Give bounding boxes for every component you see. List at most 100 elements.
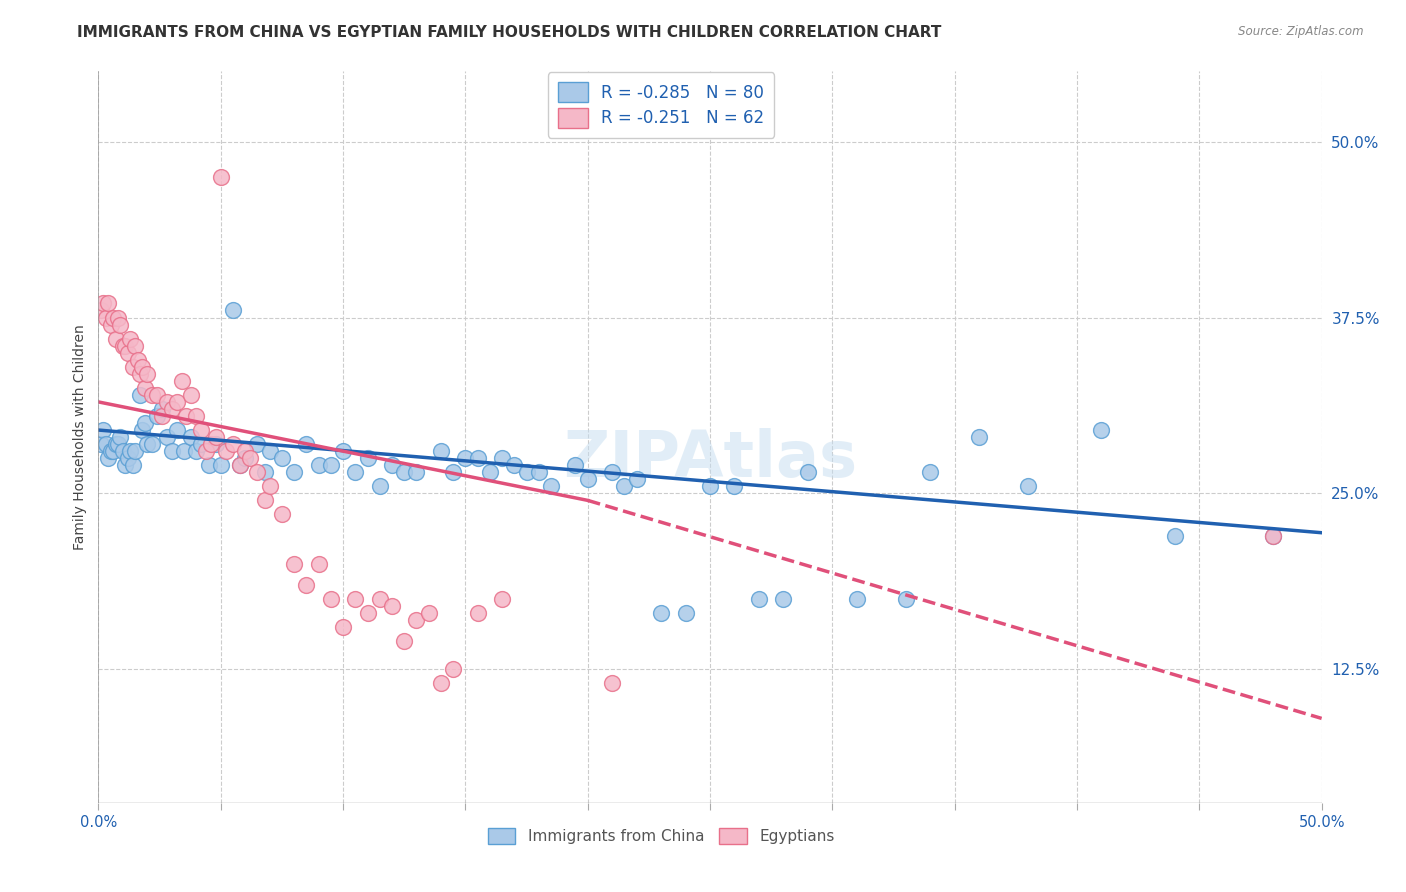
Point bbox=[253, 465, 276, 479]
Point bbox=[699, 479, 721, 493]
Point bbox=[772, 591, 794, 606]
Point bbox=[197, 458, 219, 473]
Point bbox=[344, 591, 367, 606]
Point bbox=[1090, 423, 1112, 437]
Point bbox=[117, 345, 139, 359]
Point bbox=[270, 451, 294, 466]
Point bbox=[613, 479, 636, 493]
Point bbox=[127, 352, 149, 367]
Point bbox=[259, 479, 281, 493]
Point bbox=[515, 465, 537, 479]
Point bbox=[381, 599, 404, 613]
Text: Source: ZipAtlas.com: Source: ZipAtlas.com bbox=[1239, 25, 1364, 38]
Point bbox=[441, 465, 464, 479]
Point bbox=[160, 401, 183, 416]
Point bbox=[111, 444, 134, 458]
Point bbox=[205, 437, 228, 451]
Point bbox=[405, 465, 427, 479]
Point bbox=[173, 444, 195, 458]
Point bbox=[120, 332, 142, 346]
Point bbox=[131, 359, 153, 374]
Point bbox=[101, 444, 124, 458]
Point bbox=[239, 451, 262, 466]
Point bbox=[356, 606, 378, 620]
Point bbox=[229, 458, 252, 473]
Point bbox=[392, 634, 416, 648]
Point bbox=[246, 437, 269, 451]
Point bbox=[894, 591, 917, 606]
Point bbox=[156, 395, 179, 409]
Point bbox=[124, 339, 146, 353]
Point bbox=[600, 465, 623, 479]
Point bbox=[156, 430, 179, 444]
Point bbox=[418, 606, 440, 620]
Point bbox=[491, 591, 513, 606]
Point bbox=[104, 437, 127, 451]
Point bbox=[283, 557, 305, 571]
Point bbox=[392, 465, 416, 479]
Text: IMMIGRANTS FROM CHINA VS EGYPTIAN FAMILY HOUSEHOLDS WITH CHILDREN CORRELATION CH: IMMIGRANTS FROM CHINA VS EGYPTIAN FAMILY… bbox=[77, 25, 942, 40]
Point bbox=[124, 444, 146, 458]
Point bbox=[129, 367, 152, 381]
Point bbox=[222, 437, 245, 451]
Point bbox=[430, 676, 453, 690]
Point bbox=[111, 339, 134, 353]
Point bbox=[503, 458, 526, 473]
Point bbox=[186, 444, 208, 458]
Point bbox=[246, 465, 269, 479]
Point bbox=[94, 437, 117, 451]
Point bbox=[600, 676, 623, 690]
Point bbox=[253, 493, 276, 508]
Point bbox=[114, 339, 136, 353]
Point bbox=[97, 451, 120, 466]
Point bbox=[454, 451, 477, 466]
Point bbox=[233, 444, 256, 458]
Point bbox=[1164, 528, 1187, 542]
Point bbox=[134, 416, 156, 430]
Point bbox=[467, 606, 489, 620]
Text: ZIPAtlas: ZIPAtlas bbox=[562, 428, 858, 490]
Point bbox=[129, 388, 152, 402]
Point bbox=[1017, 479, 1039, 493]
Point bbox=[150, 409, 173, 423]
Point bbox=[233, 451, 256, 466]
Point bbox=[650, 606, 672, 620]
Point bbox=[104, 332, 127, 346]
Point bbox=[748, 591, 770, 606]
Point bbox=[576, 472, 599, 486]
Point bbox=[270, 508, 294, 522]
Point bbox=[967, 430, 990, 444]
Point bbox=[540, 479, 562, 493]
Point bbox=[101, 310, 124, 325]
Point bbox=[214, 444, 236, 458]
Point bbox=[190, 437, 212, 451]
Y-axis label: Family Households with Children: Family Households with Children bbox=[73, 324, 87, 550]
Point bbox=[295, 578, 318, 592]
Point bbox=[146, 409, 169, 423]
Point bbox=[845, 591, 868, 606]
Point bbox=[110, 430, 132, 444]
Point bbox=[150, 401, 173, 416]
Point bbox=[295, 437, 318, 451]
Point bbox=[626, 472, 648, 486]
Point bbox=[141, 437, 163, 451]
Point bbox=[134, 381, 156, 395]
Point bbox=[308, 458, 330, 473]
Point bbox=[332, 444, 354, 458]
Point bbox=[141, 388, 163, 402]
Point bbox=[186, 409, 208, 423]
Point bbox=[160, 444, 183, 458]
Point bbox=[180, 430, 202, 444]
Point bbox=[131, 423, 153, 437]
Point bbox=[368, 591, 391, 606]
Point bbox=[176, 409, 198, 423]
Point bbox=[107, 437, 129, 451]
Point bbox=[491, 451, 513, 466]
Point bbox=[121, 458, 143, 473]
Point bbox=[368, 479, 391, 493]
Point bbox=[166, 395, 188, 409]
Point bbox=[283, 465, 305, 479]
Point bbox=[209, 169, 232, 184]
Point bbox=[117, 451, 139, 466]
Point bbox=[91, 296, 114, 310]
